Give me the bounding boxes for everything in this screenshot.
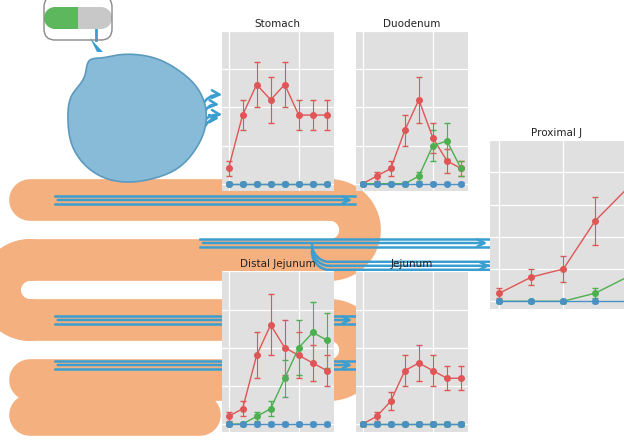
Circle shape: [44, 7, 66, 29]
Title: Distal Jejunum: Distal Jejunum: [240, 259, 316, 269]
Bar: [78, 7, 101, 29]
Polygon shape: [68, 54, 207, 182]
Polygon shape: [90, 38, 103, 52]
Title: Proximal J: Proximal J: [532, 128, 582, 138]
Title: Stomach: Stomach: [255, 19, 301, 29]
Title: Duodenum: Duodenum: [383, 19, 441, 29]
Title: Jejunum: Jejunum: [391, 259, 433, 269]
Circle shape: [90, 7, 112, 29]
Bar: [55, 7, 78, 29]
